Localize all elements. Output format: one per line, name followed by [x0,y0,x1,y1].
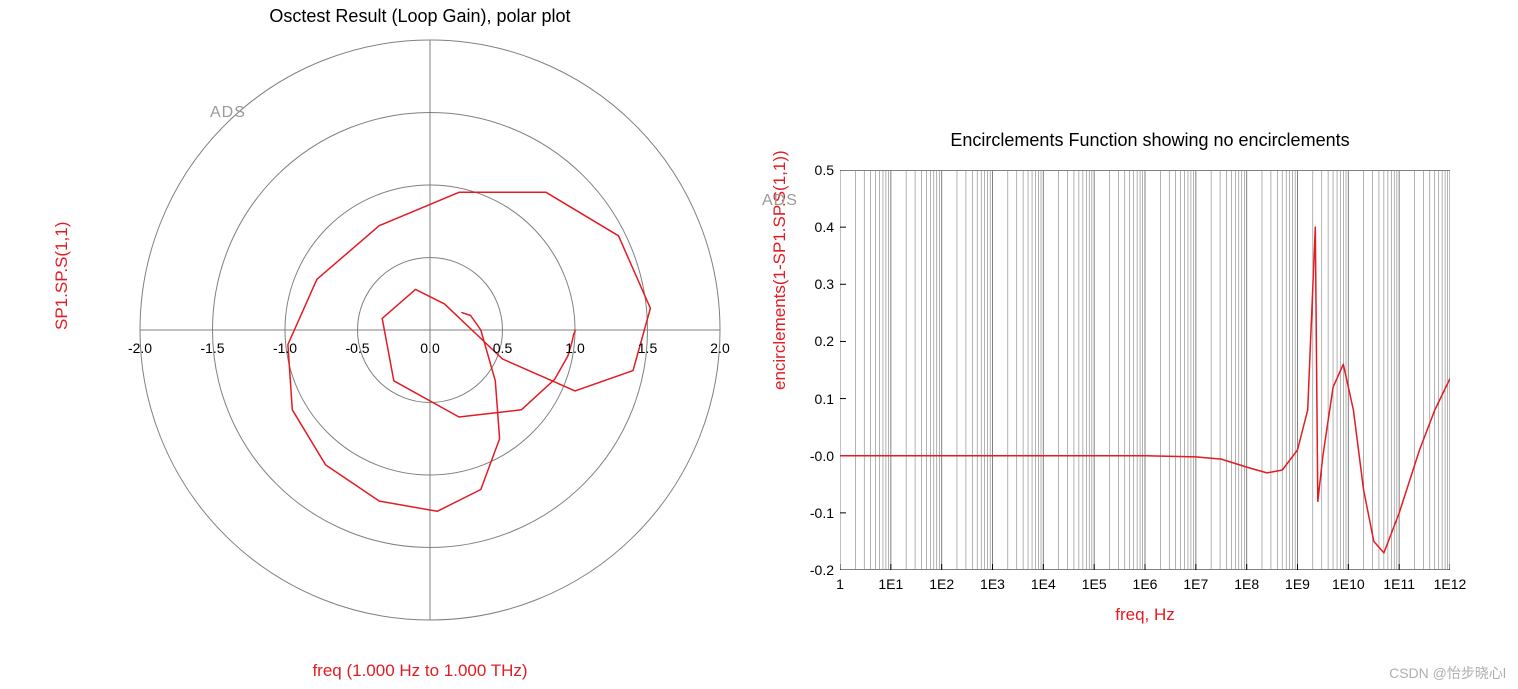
polar-y-axis-label: SP1.SP.S(1,1) [52,222,72,330]
xy-xtick: 1E3 [980,576,1005,592]
xy-title: Encirclements Function showing no encirc… [840,130,1460,151]
polar-xtick: -1.5 [200,340,224,356]
polar-xtick: 2.0 [710,340,729,356]
xy-xtick: 1 [836,576,844,592]
polar-xtick: -0.5 [345,340,369,356]
xy-xtick: 1E8 [1234,576,1259,592]
xy-canvas [840,170,1450,570]
polar-xtick: -2.0 [128,340,152,356]
xy-ytick: 0.5 [794,162,834,178]
ads-watermark: ADS [762,192,798,210]
ads-watermark: ADS [210,104,246,122]
xy-xtick: 1E6 [1133,576,1158,592]
xy-xtick: 1E11 [1383,576,1415,592]
xy-ytick: -0.0 [794,448,834,464]
polar-xtick: -1.0 [273,340,297,356]
xy-ytick: -0.2 [794,562,834,578]
polar-xtick: 1.5 [638,340,657,356]
source-watermark: CSDN @怡步晓心l [1389,663,1506,683]
xy-ytick: 0.2 [794,333,834,349]
xy-y-axis-label: encirclements(1-SP1.SP.S(1,1)) [770,150,790,390]
polar-x-axis-label: freq (1.000 Hz to 1.000 THz) [60,661,780,681]
xy-ytick: 0.1 [794,391,834,407]
xy-ytick: 0.3 [794,276,834,292]
xy-x-axis-label: freq, Hz [840,605,1450,625]
xy-xtick: 1E12 [1434,576,1467,592]
xy-xtick: 1E4 [1031,576,1056,592]
xy-xtick: 1E5 [1082,576,1107,592]
xy-xtick: 1E1 [878,576,903,592]
xy-xtick: 1E7 [1183,576,1208,592]
polar-xtick: 0.5 [493,340,512,356]
xy-xtick: 1E10 [1332,576,1365,592]
encirclements-plot: Encirclements Function showing no encirc… [780,130,1500,670]
xy-xtick: 1E2 [929,576,954,592]
polar-xtick: 1.0 [565,340,584,356]
polar-xtick: 0.0 [420,340,439,356]
polar-plot: Osctest Result (Loop Gain), polar plot S… [60,0,780,689]
xy-ytick: -0.1 [794,505,834,521]
xy-ytick: 0.4 [794,219,834,235]
polar-title: Osctest Result (Loop Gain), polar plot [60,6,780,27]
page-root: Osctest Result (Loop Gain), polar plot S… [0,0,1518,689]
xy-xtick: 1E9 [1285,576,1310,592]
